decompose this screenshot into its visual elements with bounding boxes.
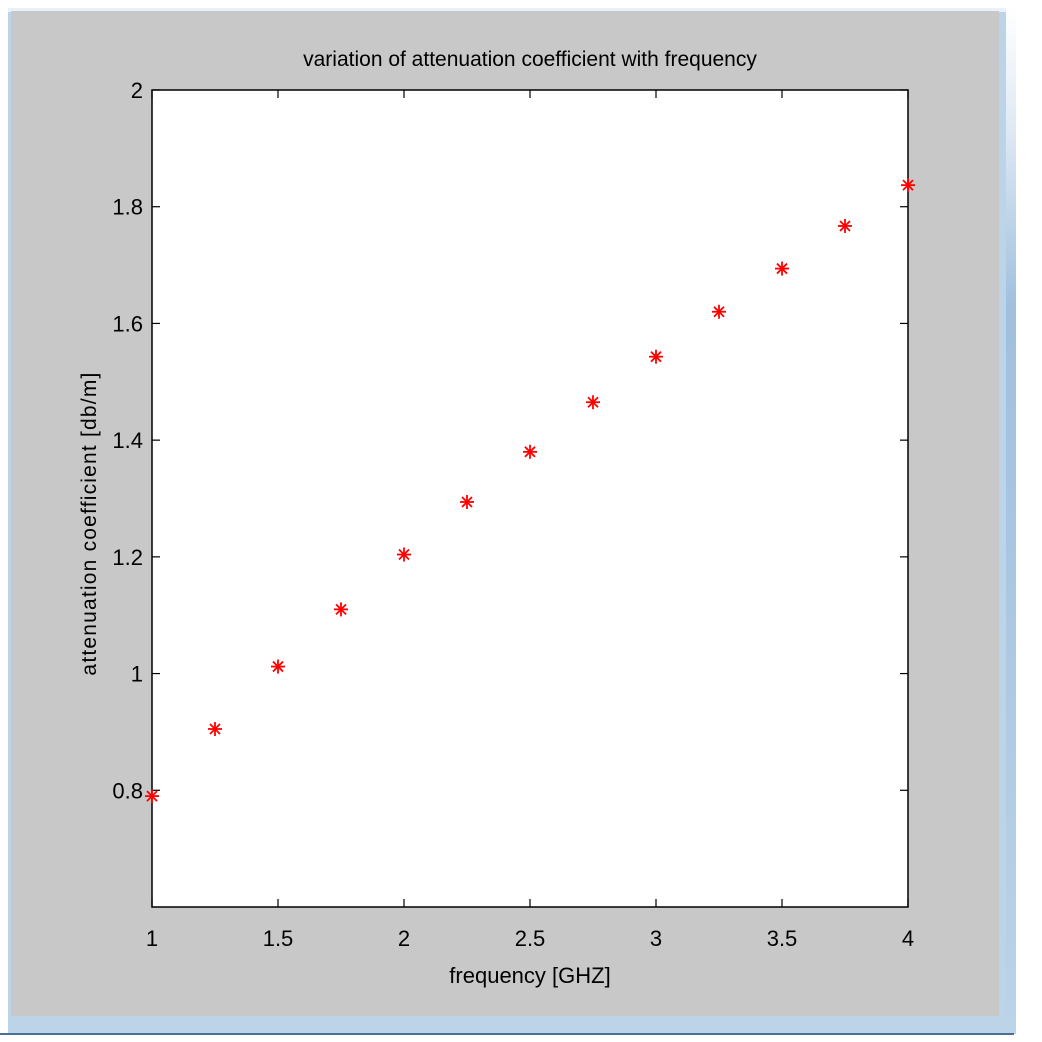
y-tick-label: 1.2 — [112, 545, 143, 570]
data-point — [649, 349, 663, 364]
data-point — [334, 602, 348, 617]
x-tick-label: 2.5 — [515, 926, 546, 951]
x-tick-label: 4 — [902, 926, 914, 951]
x-tick-label: 1.5 — [263, 926, 294, 951]
y-tick-labels: 0.8 1 1.2 1.4 1.6 1.8 2 — [112, 78, 143, 803]
data-point — [145, 789, 159, 804]
x-tick-label: 3.5 — [767, 926, 798, 951]
x-tick-labels: 1 1.5 2 2.5 3 3.5 4 — [146, 926, 914, 951]
data-point — [208, 722, 222, 737]
x-tick-label: 2 — [398, 926, 410, 951]
y-tick-label: 2 — [131, 78, 143, 103]
data-point — [586, 395, 600, 410]
y-tick-label: 0.8 — [112, 778, 143, 803]
axes-plot-area — [151, 89, 909, 908]
data-point — [775, 261, 789, 276]
x-tick-label: 3 — [650, 926, 662, 951]
y-tick-label: 1.4 — [112, 428, 143, 453]
window-right-edge — [1006, 8, 1016, 1034]
data-points — [145, 178, 915, 804]
data-point — [712, 304, 726, 319]
data-point — [838, 218, 852, 233]
x-tick-label: 1 — [146, 926, 158, 951]
data-point — [460, 495, 474, 510]
y-tick-label: 1.6 — [112, 311, 143, 336]
y-tick-label: 1 — [131, 662, 143, 687]
x-axis-title: frequency [GHZ] — [449, 963, 610, 988]
chart-title: variation of attenuation coefficient wit… — [303, 48, 757, 71]
data-point — [523, 444, 537, 459]
y-tick-label: 1.8 — [112, 195, 143, 220]
data-point — [271, 659, 285, 674]
y-axis-title: attenuation coefficient [db/m] — [78, 371, 101, 675]
axis-ticks — [151, 89, 909, 907]
data-point — [397, 547, 411, 562]
data-point — [901, 178, 915, 193]
window-bottom-border — [0, 1033, 1014, 1035]
window-top-edge — [8, 8, 1016, 12]
